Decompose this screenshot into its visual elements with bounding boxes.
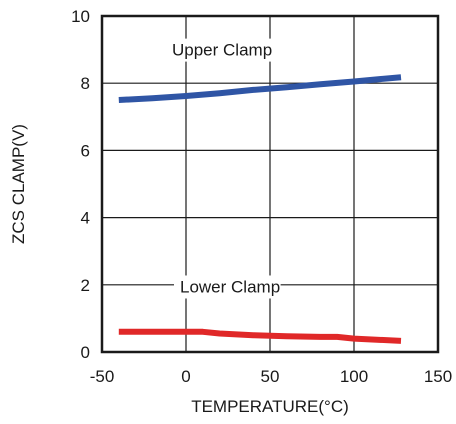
y-tick-label: 4: [81, 209, 90, 228]
y-tick-label: 2: [81, 276, 90, 295]
x-axis-title: TEMPERATURE(°C): [191, 397, 349, 416]
y-tick-label: 8: [81, 74, 90, 93]
series-labels: Upper Clamp Lower Clamp: [166, 38, 281, 299]
series-line-lower-clamp: [118, 328, 402, 344]
series-line-upper-clamp: [118, 74, 402, 103]
x-tick-label: 0: [181, 367, 190, 386]
series-label-background: [166, 38, 273, 62]
y-axis-title: ZCS CLAMP(V): [9, 124, 28, 244]
grid-lines: [101, 15, 439, 353]
x-tick-label: 100: [340, 367, 368, 386]
plot-frame: [100, 14, 440, 354]
y-tick-label: 0: [81, 343, 90, 362]
x-tick-label: -50: [90, 367, 115, 386]
y-tick-label: 10: [71, 7, 90, 26]
series-label: Upper Clamp: [172, 41, 272, 60]
x-axis-ticks: -50 0 50 100 150: [90, 367, 452, 386]
x-tick-label: 150: [424, 367, 452, 386]
series-lines: [118, 74, 402, 344]
x-tick-label: 50: [261, 367, 280, 386]
series-label-background: [174, 275, 281, 299]
series-label: Lower Clamp: [180, 277, 280, 296]
y-tick-label: 6: [81, 141, 90, 160]
y-axis-ticks: 0 2 4 6 8 10: [71, 7, 90, 362]
